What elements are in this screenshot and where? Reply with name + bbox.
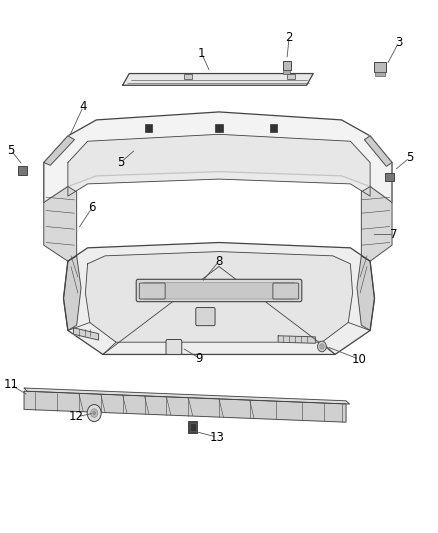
Polygon shape — [361, 187, 392, 261]
Bar — [283, 70, 290, 74]
Bar — [283, 61, 291, 70]
Circle shape — [91, 409, 98, 417]
Text: 5: 5 — [7, 144, 14, 157]
Polygon shape — [123, 74, 313, 85]
Bar — [215, 124, 223, 132]
FancyBboxPatch shape — [166, 340, 182, 354]
Bar — [374, 62, 386, 72]
Bar — [188, 421, 197, 433]
Text: 7: 7 — [390, 228, 398, 241]
Circle shape — [318, 341, 326, 352]
Circle shape — [320, 344, 324, 349]
Text: 9: 9 — [195, 352, 203, 365]
Text: 4: 4 — [79, 100, 87, 113]
Polygon shape — [44, 112, 392, 203]
Text: 3: 3 — [395, 36, 402, 49]
Circle shape — [87, 405, 101, 422]
Text: 13: 13 — [209, 431, 224, 443]
Bar — [145, 124, 152, 132]
Text: 12: 12 — [69, 410, 84, 423]
Text: 5: 5 — [406, 151, 413, 164]
FancyBboxPatch shape — [136, 279, 302, 302]
Polygon shape — [24, 391, 346, 422]
Text: 10: 10 — [352, 353, 367, 366]
Text: 5: 5 — [117, 156, 124, 169]
Text: 1: 1 — [198, 47, 205, 60]
Text: 11: 11 — [4, 378, 18, 391]
Polygon shape — [74, 328, 99, 340]
Bar — [375, 72, 385, 76]
FancyBboxPatch shape — [143, 282, 295, 299]
Polygon shape — [278, 336, 315, 343]
Bar — [18, 166, 27, 175]
Bar — [270, 124, 277, 132]
Circle shape — [93, 411, 95, 415]
Polygon shape — [64, 256, 81, 330]
Polygon shape — [68, 134, 370, 196]
Polygon shape — [64, 243, 374, 354]
Text: 8: 8 — [215, 255, 223, 268]
Bar — [190, 423, 196, 431]
Bar — [287, 74, 295, 79]
Polygon shape — [24, 388, 350, 404]
Polygon shape — [85, 252, 353, 342]
Text: 6: 6 — [88, 201, 96, 214]
Polygon shape — [357, 256, 374, 330]
FancyBboxPatch shape — [139, 283, 165, 299]
Bar — [385, 173, 394, 181]
Bar — [184, 74, 192, 79]
Polygon shape — [44, 187, 77, 261]
Text: 2: 2 — [285, 31, 293, 44]
FancyBboxPatch shape — [196, 308, 215, 326]
FancyBboxPatch shape — [273, 283, 299, 299]
Polygon shape — [44, 136, 74, 165]
Polygon shape — [364, 136, 392, 166]
